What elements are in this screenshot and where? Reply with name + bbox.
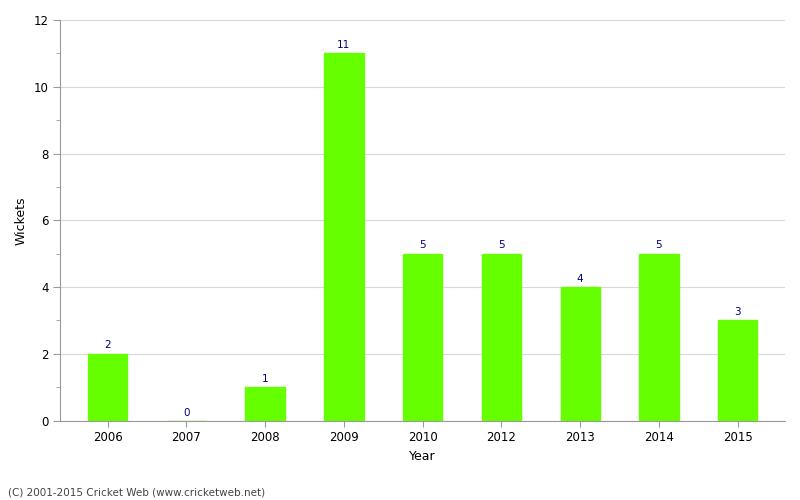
Text: 4: 4	[577, 274, 583, 283]
Bar	[561, 287, 600, 420]
Bar	[639, 254, 678, 420]
Bar	[482, 254, 521, 420]
Text: 5: 5	[419, 240, 426, 250]
Bar	[246, 387, 285, 420]
Bar	[403, 254, 442, 420]
Text: 5: 5	[656, 240, 662, 250]
Text: 0: 0	[183, 408, 190, 418]
Bar	[718, 320, 758, 420]
Bar	[324, 54, 364, 420]
Text: 3: 3	[734, 307, 741, 317]
Text: (C) 2001-2015 Cricket Web (www.cricketweb.net): (C) 2001-2015 Cricket Web (www.cricketwe…	[8, 488, 265, 498]
Text: 11: 11	[338, 40, 350, 50]
Text: 1: 1	[262, 374, 269, 384]
Bar	[88, 354, 127, 420]
Text: 2: 2	[104, 340, 111, 350]
Text: 5: 5	[498, 240, 505, 250]
X-axis label: Year: Year	[410, 450, 436, 462]
Y-axis label: Wickets: Wickets	[15, 196, 28, 244]
